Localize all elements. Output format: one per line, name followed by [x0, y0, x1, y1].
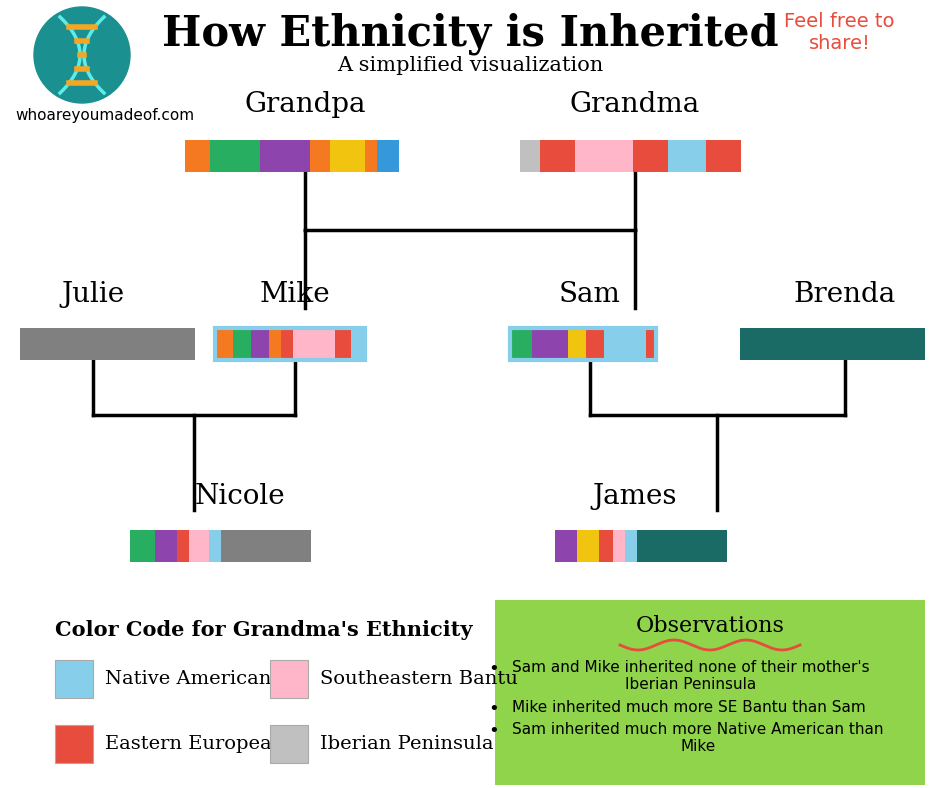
- Bar: [575, 140, 633, 172]
- Text: A simplified visualization: A simplified visualization: [337, 56, 603, 75]
- Bar: [540, 140, 575, 172]
- Text: Grandpa: Grandpa: [244, 91, 366, 118]
- Bar: [233, 328, 251, 360]
- Text: •: •: [489, 722, 499, 740]
- Text: Southeastern Bantu: Southeastern Bantu: [320, 670, 518, 688]
- Bar: [599, 530, 613, 562]
- Text: Feel free to
share!: Feel free to share!: [785, 12, 895, 53]
- Bar: [577, 530, 599, 562]
- Bar: [310, 140, 330, 172]
- Bar: [365, 140, 377, 172]
- Bar: [495, 600, 925, 785]
- Bar: [130, 530, 155, 562]
- Bar: [260, 140, 310, 172]
- Bar: [215, 328, 365, 360]
- Text: Grandma: Grandma: [570, 91, 700, 118]
- Text: Color Code for Grandma's Ethnicity: Color Code for Grandma's Ethnicity: [55, 620, 473, 640]
- Bar: [351, 328, 365, 360]
- Bar: [20, 328, 195, 360]
- Circle shape: [34, 7, 130, 103]
- Bar: [633, 140, 668, 172]
- Text: Sam: Sam: [559, 281, 621, 308]
- Bar: [270, 660, 308, 698]
- Bar: [377, 140, 399, 172]
- Text: Julie: Julie: [61, 281, 125, 308]
- Bar: [281, 328, 293, 360]
- Bar: [55, 725, 93, 763]
- Text: Nicole: Nicole: [195, 483, 286, 510]
- Bar: [210, 140, 260, 172]
- Text: Mike inherited much more SE Bantu than Sam: Mike inherited much more SE Bantu than S…: [512, 700, 866, 715]
- Text: •: •: [489, 660, 499, 678]
- Bar: [586, 328, 604, 360]
- Bar: [269, 328, 281, 360]
- Bar: [189, 530, 209, 562]
- Text: Iberian Peninsula: Iberian Peninsula: [320, 735, 494, 753]
- Bar: [510, 328, 656, 360]
- Text: Eastern European: Eastern European: [105, 735, 284, 753]
- Bar: [532, 328, 554, 360]
- Bar: [155, 530, 177, 562]
- Bar: [554, 328, 568, 360]
- Bar: [555, 530, 577, 562]
- Bar: [510, 328, 532, 360]
- Bar: [668, 140, 706, 172]
- Bar: [221, 530, 311, 562]
- Text: Native American: Native American: [105, 670, 272, 688]
- Bar: [270, 725, 308, 763]
- Bar: [625, 530, 637, 562]
- Bar: [520, 140, 540, 172]
- Bar: [293, 328, 335, 360]
- Text: James: James: [593, 483, 677, 510]
- Bar: [215, 328, 233, 360]
- Bar: [330, 140, 365, 172]
- Bar: [568, 328, 586, 360]
- Bar: [706, 140, 741, 172]
- Text: Mike: Mike: [259, 281, 330, 308]
- Bar: [177, 530, 189, 562]
- Text: Brenda: Brenda: [794, 281, 896, 308]
- Text: •: •: [489, 700, 499, 718]
- Bar: [604, 328, 646, 360]
- Bar: [335, 328, 351, 360]
- Bar: [613, 530, 625, 562]
- Text: Sam inherited much more Native American than
Mike: Sam inherited much more Native American …: [512, 722, 884, 754]
- Bar: [55, 660, 93, 698]
- Bar: [637, 530, 727, 562]
- Bar: [251, 328, 269, 360]
- Bar: [646, 328, 656, 360]
- Text: whoareyoumadeof.com: whoareyoumadeof.com: [15, 108, 195, 123]
- Text: How Ethnicity is Inherited: How Ethnicity is Inherited: [162, 12, 778, 54]
- Bar: [185, 140, 210, 172]
- Text: Sam and Mike inherited none of their mother's
Iberian Peninsula: Sam and Mike inherited none of their mot…: [512, 660, 870, 693]
- Bar: [740, 328, 925, 360]
- Text: Observations: Observations: [635, 615, 785, 637]
- Bar: [209, 530, 221, 562]
